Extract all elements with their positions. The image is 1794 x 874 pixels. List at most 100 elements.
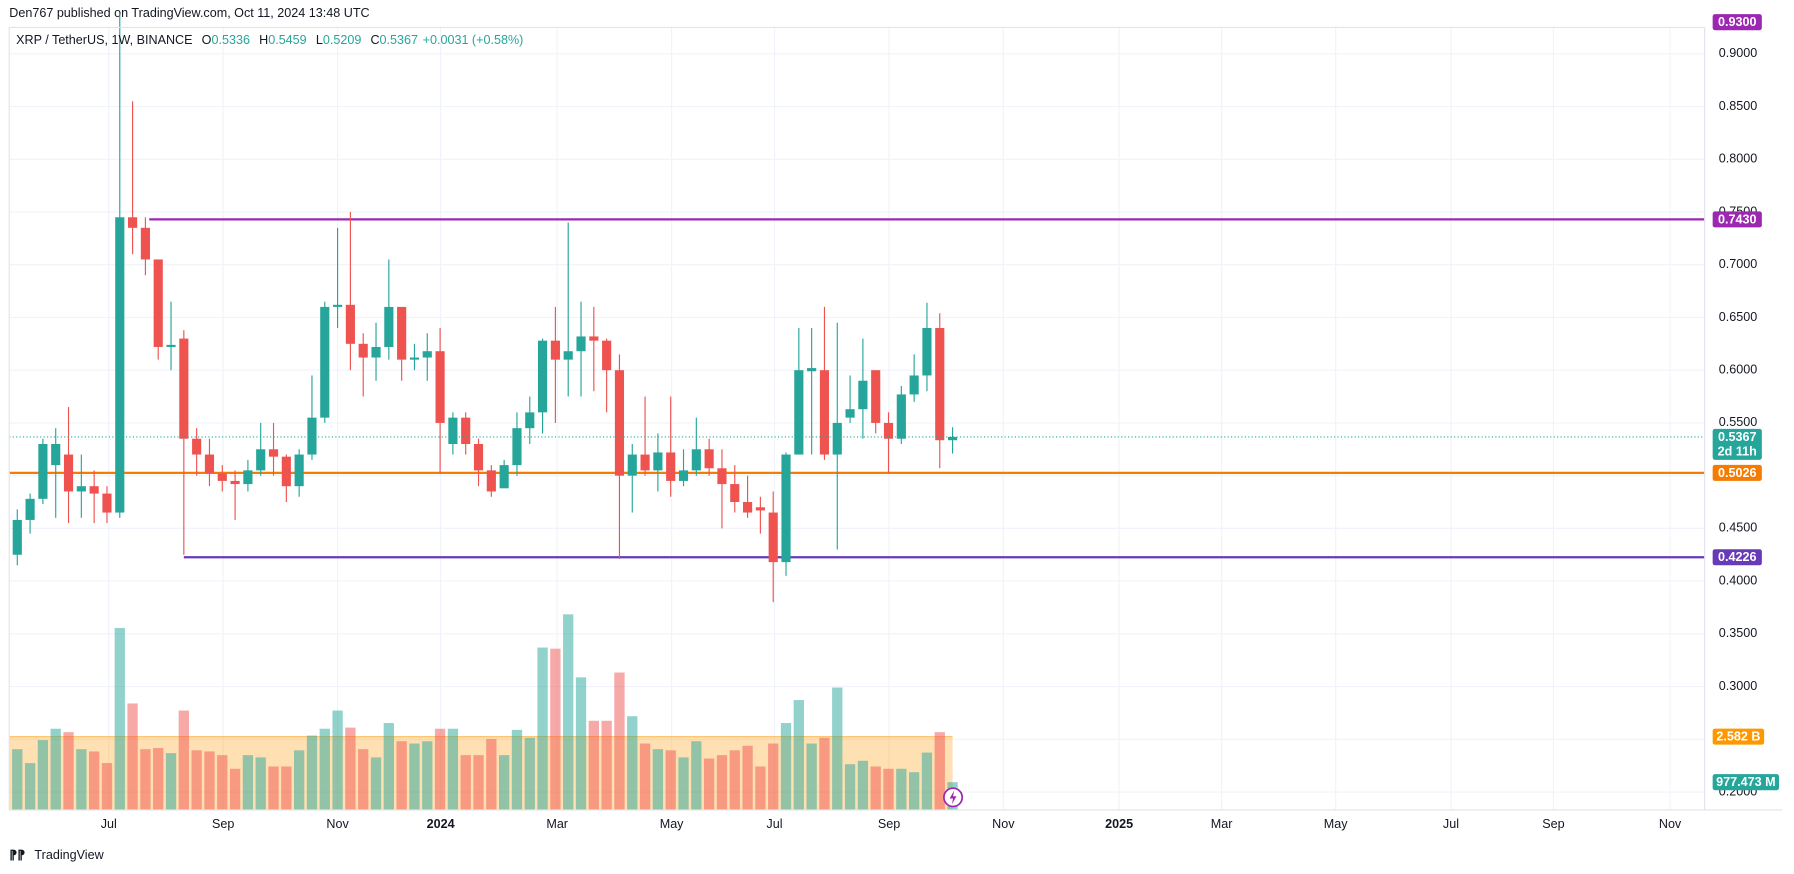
y-tick-label: 0.3500 xyxy=(1719,626,1757,640)
volume-bar xyxy=(614,672,625,810)
volume-bar xyxy=(883,768,894,810)
candle-body xyxy=(166,344,176,347)
volume-bar xyxy=(153,748,164,810)
volume-bar xyxy=(575,677,587,810)
volume-bar xyxy=(511,729,523,810)
volume-bar xyxy=(563,614,574,810)
candle-body xyxy=(666,452,676,481)
volume-bar xyxy=(345,727,356,810)
volume-bar xyxy=(908,772,920,810)
ohlc-key: H xyxy=(259,34,268,48)
ohlc-key: C xyxy=(370,34,379,48)
volume-bar xyxy=(691,741,702,810)
volume-bar xyxy=(370,757,382,810)
volume-bar xyxy=(870,766,881,810)
ohlc-value: 0.5459 xyxy=(268,34,306,48)
volume-bar xyxy=(639,743,651,810)
volume-last-badge xyxy=(1712,774,1780,791)
candle-body xyxy=(614,370,625,476)
candle-body xyxy=(448,417,458,445)
volume-bar xyxy=(627,716,638,810)
candle-body xyxy=(576,336,586,352)
symbol: XRP / TetherUS, 1W, BINANCE xyxy=(16,34,192,48)
x-tick-label: Mar xyxy=(546,817,568,831)
candle-body xyxy=(76,486,86,492)
candle-body xyxy=(704,449,714,469)
volume-bar xyxy=(447,728,459,810)
candle-body xyxy=(153,259,163,347)
candle-body xyxy=(525,412,535,429)
volume-bar xyxy=(204,751,215,810)
volume-bar xyxy=(896,768,907,810)
volume-bar xyxy=(281,766,292,810)
y-tick-label: 0.4000 xyxy=(1719,573,1757,587)
candle-body xyxy=(25,498,35,520)
volume-bar xyxy=(396,741,407,810)
y-tick-label: 0.7000 xyxy=(1719,257,1757,271)
candle-body xyxy=(358,343,368,358)
candle-body xyxy=(563,351,573,360)
volume-bar xyxy=(383,723,394,810)
candle-body xyxy=(63,454,74,492)
volume-bar xyxy=(844,764,856,810)
candle-body xyxy=(140,227,150,260)
candle-body xyxy=(486,470,496,492)
level-label: 0.5026 xyxy=(1718,466,1756,480)
volume-bar xyxy=(473,755,484,810)
volume-bar xyxy=(460,755,471,810)
x-tick-label: Jul xyxy=(101,817,117,831)
volume-bar xyxy=(358,749,369,810)
volume-bar xyxy=(768,743,779,810)
candle-body xyxy=(102,493,112,513)
legend: XRP / TetherUS, 1W, BINANCE O0.5336 H0.545… xyxy=(16,34,523,48)
candle-body xyxy=(204,454,215,474)
volume-bar xyxy=(242,755,254,810)
volume-bar xyxy=(806,743,817,810)
candle-body xyxy=(896,394,906,439)
candle-body xyxy=(294,454,304,487)
candle-body xyxy=(243,470,253,485)
volume-bar xyxy=(678,757,689,810)
ohlc-value: 0.5209 xyxy=(323,34,361,48)
volume-bar xyxy=(229,768,241,810)
logo-mark: ⁋⁋ xyxy=(9,848,25,862)
volume-bar xyxy=(793,700,804,810)
candle-body xyxy=(947,436,958,441)
candle-body xyxy=(268,449,279,457)
x-tick-label: May xyxy=(660,817,684,831)
candle-body xyxy=(512,428,522,466)
candle-body xyxy=(384,306,394,347)
volume-bar xyxy=(422,741,433,810)
volume-bar xyxy=(588,720,599,810)
candle-body xyxy=(832,422,842,455)
candle-body xyxy=(627,454,637,476)
current-price-badge xyxy=(1712,428,1762,460)
volume-bar xyxy=(755,766,766,810)
y-tick-label: 0.9000 xyxy=(1719,46,1757,60)
volume-bar xyxy=(409,743,420,810)
candle-body xyxy=(409,357,420,360)
candle-body xyxy=(435,351,445,423)
candle-body xyxy=(602,340,612,371)
volume-bar xyxy=(127,703,138,810)
ohlc-value: 0.5336 xyxy=(211,34,249,48)
candle-body xyxy=(217,473,227,481)
countdown: 2d 11h xyxy=(1718,445,1757,459)
x-tick-label: May xyxy=(1324,817,1348,831)
volume-bar xyxy=(12,749,23,810)
volume-bar xyxy=(819,737,830,810)
y-tick-label: 0.3000 xyxy=(1719,679,1757,693)
candle-body xyxy=(768,512,778,563)
candle-body xyxy=(538,340,548,413)
ohlc-value: 0.5367 xyxy=(380,34,418,48)
volume-bar xyxy=(332,710,343,810)
level-label: 0.9300 xyxy=(1718,15,1756,29)
x-tick-label: Nov xyxy=(1659,817,1682,831)
volume-bar xyxy=(63,732,74,810)
candle-body xyxy=(371,346,381,358)
ohlc-key: O xyxy=(202,34,212,48)
candle-body xyxy=(89,486,99,494)
candle-body xyxy=(192,438,202,455)
